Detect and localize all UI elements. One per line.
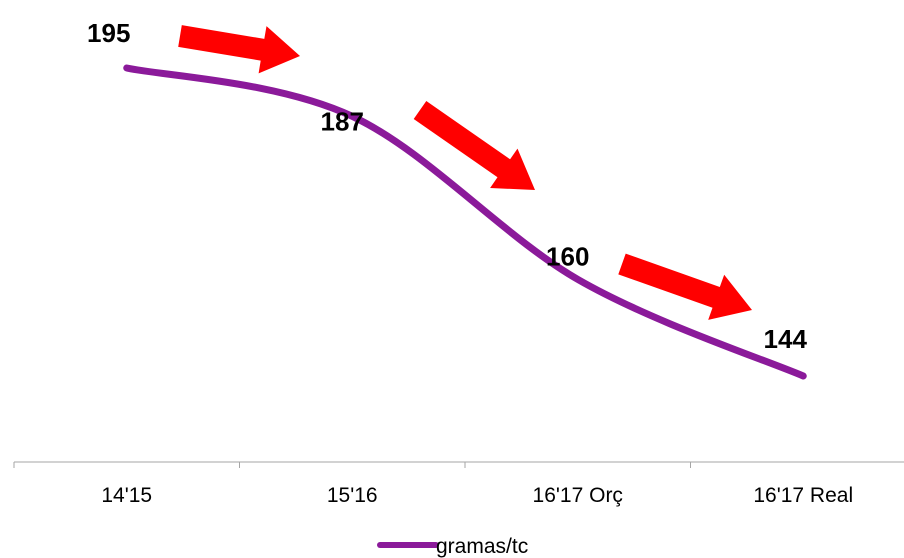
trend-arrow-icon xyxy=(178,25,300,74)
x-tick-label: 14'15 xyxy=(101,484,152,507)
x-tick-label: 16'17 Real xyxy=(753,484,853,507)
trend-arrow-icon xyxy=(618,253,752,320)
data-label: 195 xyxy=(87,18,130,48)
data-label: 187 xyxy=(321,106,364,136)
legend-label: gramas/tc xyxy=(436,535,528,558)
x-tick-label: 16'17 Orç xyxy=(533,484,623,507)
x-tick-label: 15'16 xyxy=(327,484,378,507)
data-labels: 195 187 160 144 xyxy=(87,18,807,354)
data-label: 144 xyxy=(764,324,808,354)
trend-arrows xyxy=(178,25,752,320)
series-line-gramas-tc xyxy=(123,64,807,380)
data-label: 160 xyxy=(546,241,589,271)
x-axis: 14'15 15'16 16'17 Orç 16'17 Real xyxy=(13,461,904,507)
legend: gramas/tc xyxy=(377,535,528,558)
trend-arrow-icon xyxy=(413,101,535,190)
